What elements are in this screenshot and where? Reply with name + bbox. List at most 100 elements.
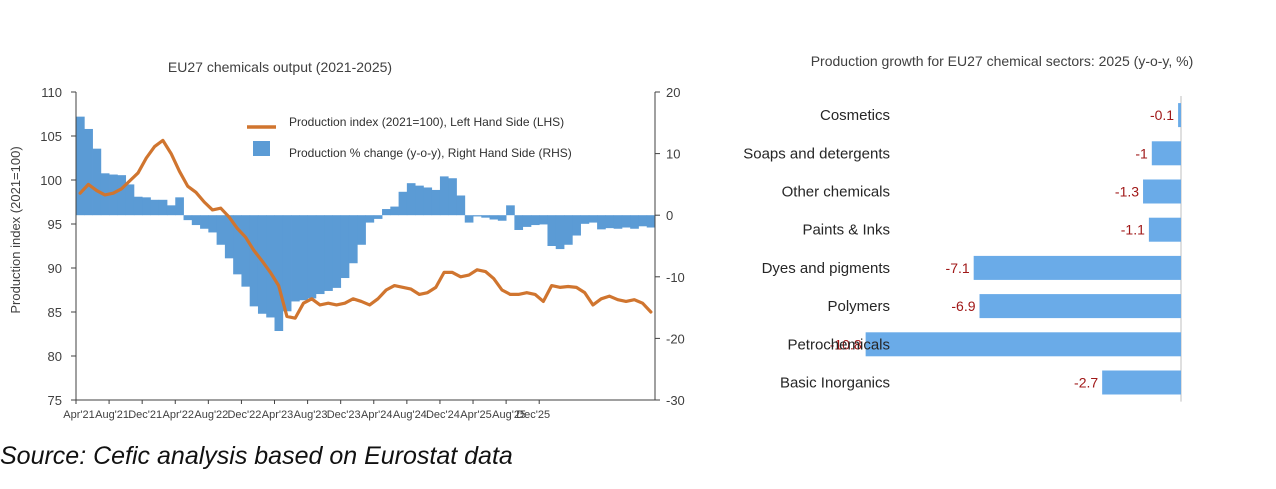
x-tick-label: Aug'21 — [95, 409, 129, 421]
yoy-bar — [133, 196, 143, 216]
yoy-bar — [390, 206, 399, 216]
left-tick-label: 105 — [40, 129, 62, 144]
yoy-bar — [117, 175, 127, 216]
yoy-bar — [291, 215, 300, 302]
left-tick-label: 75 — [48, 393, 62, 408]
yoy-bar — [514, 215, 524, 230]
yoy-bar — [456, 195, 466, 216]
sector-bar — [1148, 217, 1181, 242]
y-axis-label: Production index (2021=100) — [8, 146, 23, 313]
yoy-bar — [315, 215, 325, 295]
left-tick-label: 85 — [48, 305, 62, 320]
sector-category-label: Dyes and pigments — [762, 260, 890, 277]
yoy-bar — [348, 215, 358, 264]
right-tick-label: 0 — [666, 208, 673, 223]
yoy-bar — [307, 215, 317, 299]
x-tick-label: Aug'24 — [393, 409, 427, 421]
x-tick-label: Apr'21 — [63, 409, 94, 421]
sector-category-label: Cosmetics — [820, 107, 890, 124]
legend-entry-bar: Production % change (y-o-y), Right Hand … — [289, 146, 572, 160]
sector-value-label: -0.1 — [1150, 107, 1174, 123]
left-tick-label: 90 — [48, 261, 62, 276]
left-tick-label: 80 — [48, 349, 62, 364]
sector-bar — [1178, 103, 1181, 128]
yoy-bar — [406, 183, 416, 216]
yoy-bar — [76, 116, 85, 216]
right-tick-label: -30 — [666, 393, 685, 408]
yoy-bar — [365, 215, 375, 223]
x-tick-label: Apr'24 — [361, 409, 392, 421]
yoy-bar — [142, 197, 151, 216]
production-index-line — [78, 138, 653, 320]
yoy-bar — [282, 215, 292, 312]
yoy-bar — [373, 215, 383, 219]
yoy-bar — [175, 197, 184, 216]
yoy-bar — [588, 215, 598, 223]
yoy-bar — [241, 215, 251, 287]
yoy-bar — [357, 215, 366, 245]
sector-category-label: Paints & Inks — [802, 222, 890, 239]
yoy-bar — [431, 189, 441, 216]
yoy-bar — [84, 128, 93, 216]
yoy-bar — [539, 215, 548, 225]
x-tick-label: Apr'23 — [262, 409, 293, 421]
yoy-bar — [630, 215, 639, 229]
yoy-bar — [564, 215, 573, 245]
sector-bar — [973, 255, 1181, 280]
chart-title: EU27 chemicals output (2021-2025) — [168, 59, 392, 75]
sector-category-label: Soaps and detergents — [743, 145, 890, 162]
yoy-bar — [332, 215, 342, 288]
sector-category-label: Polymers — [827, 298, 890, 315]
x-tick-label: Dec'21 — [128, 409, 162, 421]
yoy-bar — [423, 187, 433, 216]
sector-value-label: -7.1 — [946, 260, 970, 276]
left-tick-label: 100 — [40, 173, 62, 188]
x-tick-label: Dec'24 — [426, 409, 460, 421]
x-tick-label: Aug'25 — [492, 409, 526, 421]
yoy-bar — [183, 215, 193, 221]
yoy-bar — [597, 215, 606, 230]
sector-bars: -0.1 Cosmetics -1 Soaps and detergents -1.3 O… — [743, 96, 1182, 402]
legend-entry-line: Production index (2021=100), Left Hand S… — [289, 115, 564, 129]
chart-title: Production growth for EU27 chemical sect… — [811, 53, 1194, 69]
sector-value-label: -1.1 — [1121, 222, 1145, 238]
yoy-bar — [158, 199, 168, 216]
right-tick-label: 10 — [666, 147, 680, 162]
sector-value-label: -2.7 — [1074, 375, 1098, 391]
sector-bar — [865, 332, 1181, 357]
yoy-bar — [613, 215, 623, 229]
yoy-bar — [233, 215, 242, 275]
x-tick-label: Dec'25 — [516, 409, 550, 421]
legend: Production index (2021=100), Left Hand S… — [247, 115, 572, 160]
yoy-bar — [257, 215, 267, 314]
yoy-bar — [621, 215, 631, 228]
yoy-bar — [481, 215, 490, 218]
sector-value-label: -1 — [1135, 145, 1148, 161]
x-tick-label: Aug'22 — [194, 409, 228, 421]
left-tick-label: 110 — [41, 85, 62, 100]
yoy-bar — [605, 215, 615, 229]
yoy-bar — [547, 215, 557, 246]
yoy-bar — [489, 215, 499, 220]
yoy-bar — [382, 209, 391, 216]
x-tick-label: Dec'22 — [227, 409, 261, 421]
sector-growth-chart: Production growth for EU27 chemical sect… — [743, 53, 1194, 402]
sector-value-label: -1.3 — [1115, 184, 1139, 200]
yoy-bar — [224, 215, 234, 259]
yoy-bar — [439, 176, 449, 216]
right-tick-label: -20 — [666, 331, 685, 346]
sector-value-label: -6.9 — [951, 298, 975, 314]
yoy-bar — [473, 215, 482, 217]
yoy-bar — [522, 215, 532, 227]
yoy-bar — [274, 215, 284, 332]
yoy-bar — [299, 215, 308, 301]
yoy-bar — [340, 215, 350, 279]
yoy-bar — [191, 215, 201, 226]
x-tick-label: Apr'25 — [460, 409, 491, 421]
x-tick-label: Dec'23 — [327, 409, 361, 421]
yoy-bar — [638, 215, 648, 227]
left-tick-label: 95 — [48, 217, 62, 232]
yoy-bar — [208, 215, 218, 233]
